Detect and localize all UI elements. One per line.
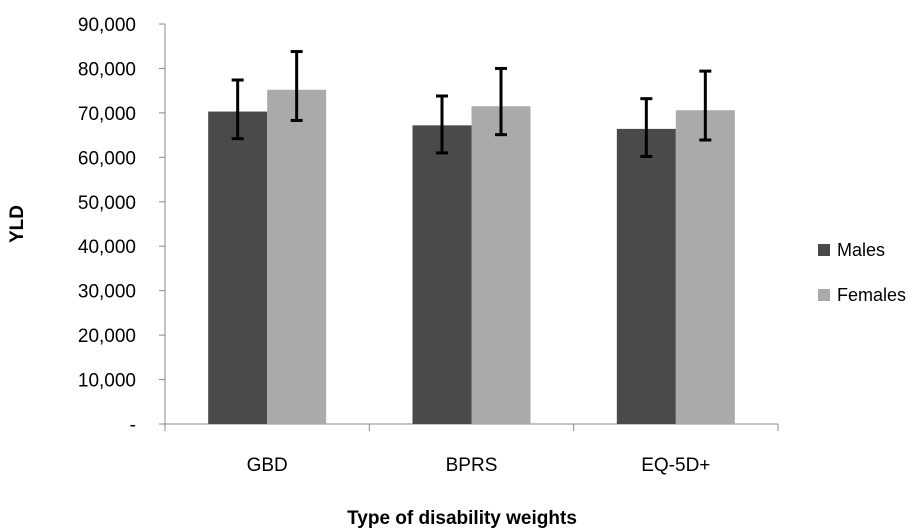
error-bar — [699, 69, 712, 142]
y-tick-label: 40,000 — [78, 237, 136, 258]
legend-swatch — [818, 289, 830, 301]
error-bar — [640, 97, 653, 158]
legend-item-females: Females — [818, 285, 906, 305]
y-tick-label: - — [130, 415, 136, 436]
legend-label: Females — [837, 285, 906, 305]
y-tick-label: 10,000 — [78, 371, 136, 392]
x-axis-title: Type of disability weights — [347, 508, 577, 529]
legend-label: Males — [837, 240, 885, 260]
error-bars — [231, 50, 712, 158]
y-tick-label: 60,000 — [78, 148, 136, 169]
y-tick-label: 20,000 — [78, 326, 136, 347]
legend-swatch — [818, 244, 830, 256]
y-tick-label: 30,000 — [78, 282, 136, 303]
legend: Males Females — [818, 240, 906, 305]
error-bar — [436, 94, 448, 155]
bar-males-bprs — [412, 125, 472, 424]
y-axis: - 10,000 20,000 30,000 40,000 50,000 60,000 70,… — [78, 15, 166, 436]
x-tick-label: GBD — [247, 455, 288, 476]
bar-females-bprs — [471, 106, 531, 424]
y-tick-label: 50,000 — [78, 193, 136, 214]
error-bar — [290, 50, 303, 122]
bar-females-gbd — [267, 89, 327, 425]
y-tick-label: 80,000 — [78, 59, 136, 80]
x-axis: GBD BPRS EQ-5D+ — [164, 423, 779, 476]
bars — [208, 89, 735, 425]
y-axis-title: YLD — [7, 205, 28, 243]
error-bar — [495, 66, 507, 137]
bar-males-gbd — [208, 111, 268, 425]
x-tick-label: EQ-5D+ — [641, 455, 710, 476]
x-tick-label: BPRS — [446, 455, 498, 476]
bar-females-eq5d — [675, 110, 735, 424]
y-tick-label: 90,000 — [78, 15, 136, 36]
bar-males-eq5d — [616, 128, 676, 424]
error-bar — [231, 78, 244, 141]
y-tick-label: 70,000 — [78, 104, 136, 125]
legend-item-males: Males — [818, 240, 885, 260]
